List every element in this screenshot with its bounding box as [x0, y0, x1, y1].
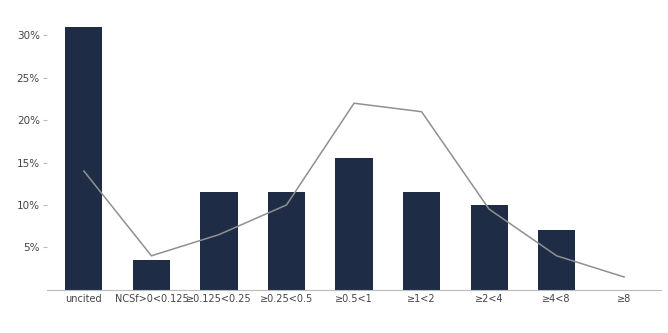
Bar	[200, 192, 238, 290]
Bar	[133, 260, 170, 290]
Bar	[268, 192, 305, 290]
Bar	[65, 27, 102, 290]
Bar	[335, 158, 373, 290]
Bar	[403, 192, 440, 290]
Bar	[470, 205, 508, 290]
Bar	[538, 230, 575, 290]
